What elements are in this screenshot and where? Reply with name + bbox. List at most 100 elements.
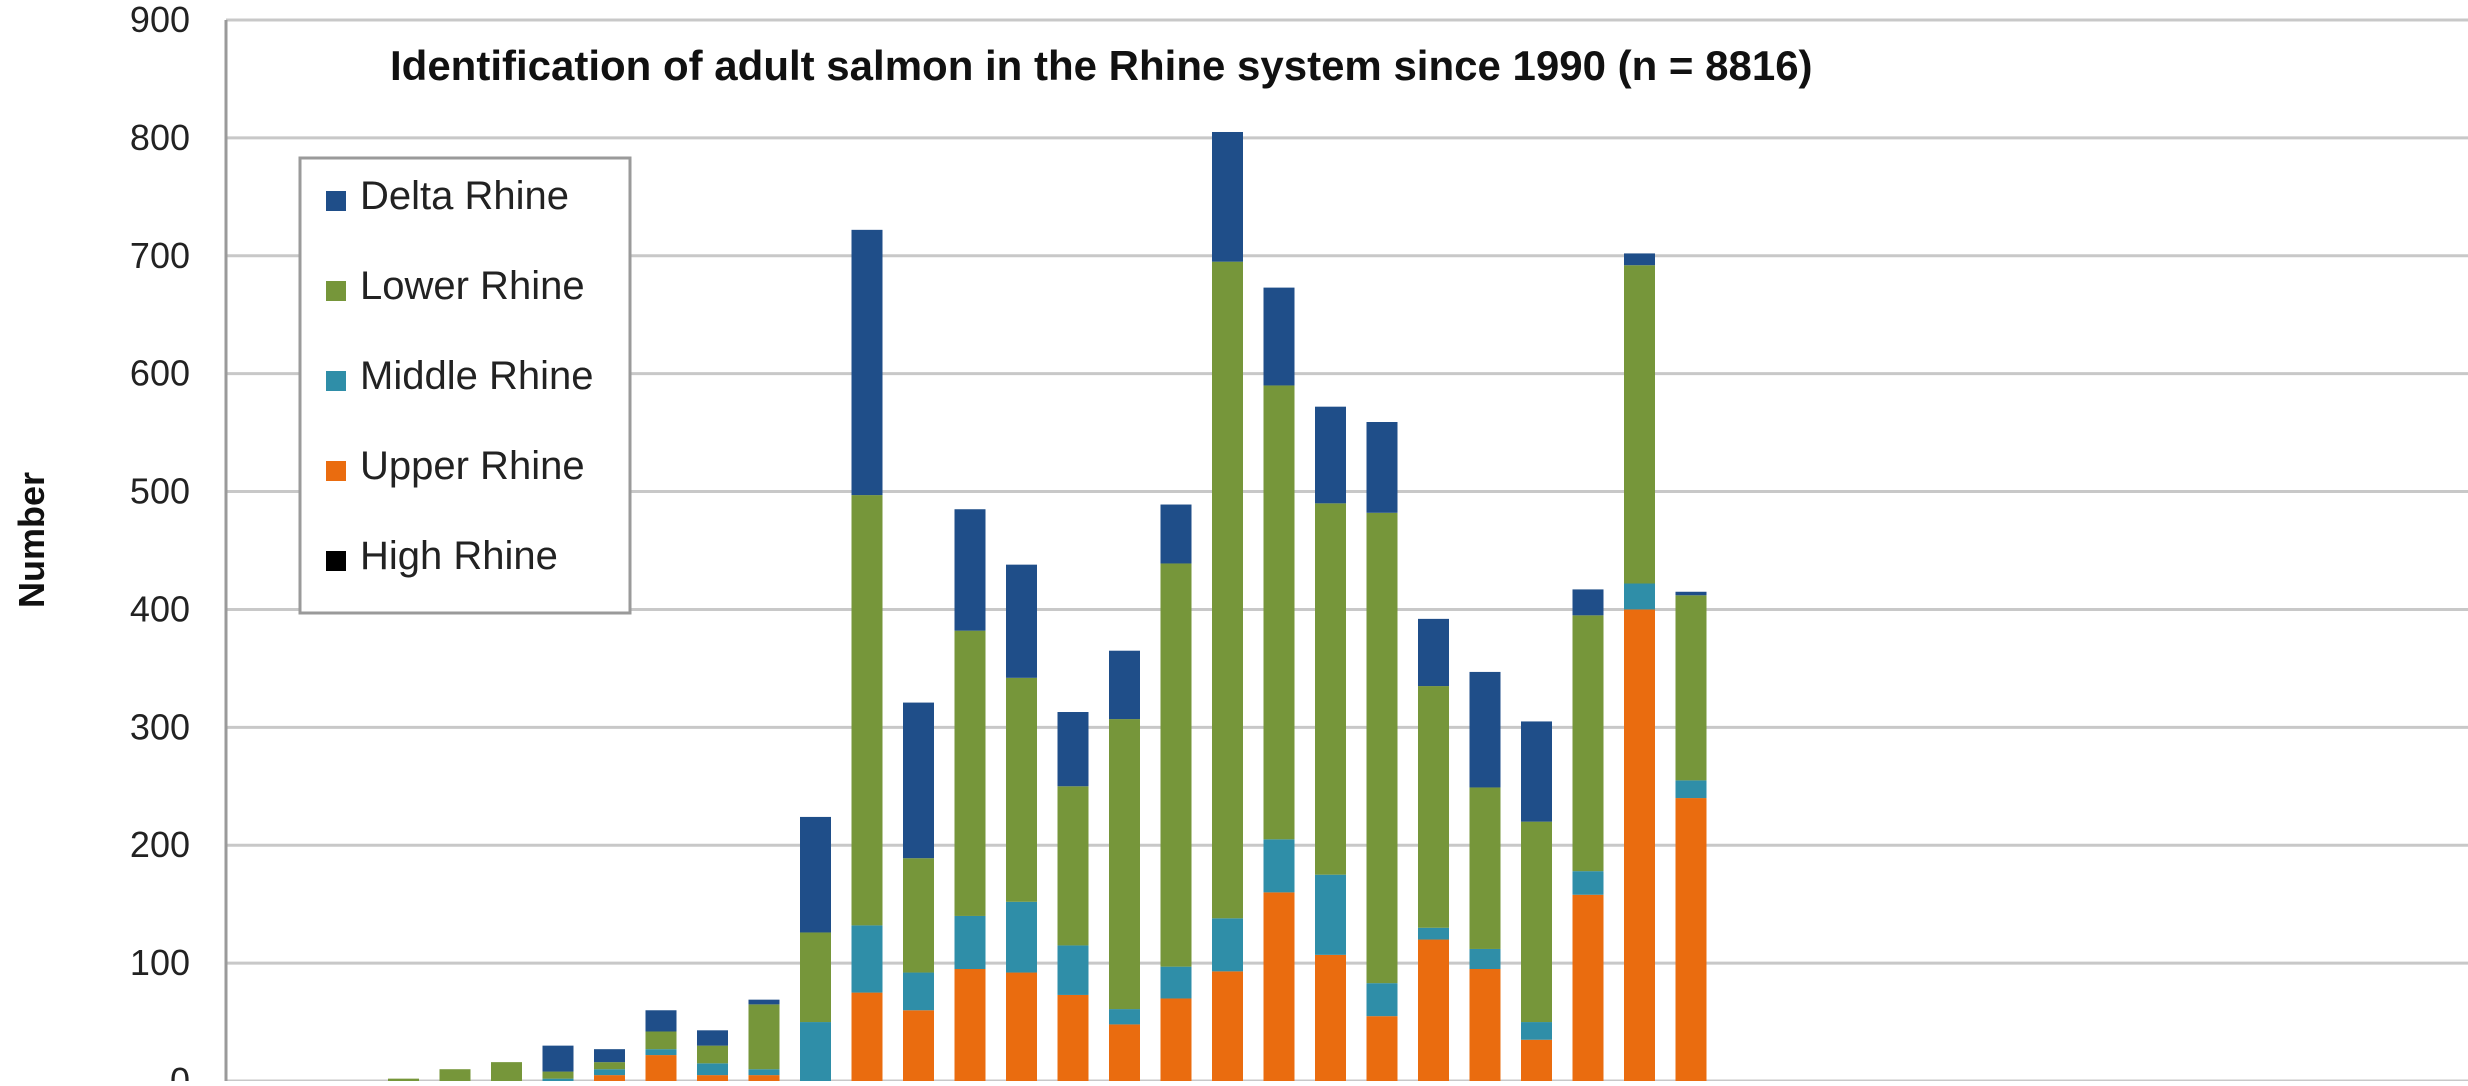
bar-segment-delta-rhine xyxy=(1366,422,1398,513)
y-tick-label: 900 xyxy=(130,0,190,40)
bar-segment-lower-rhine xyxy=(1366,512,1398,984)
y-tick-label: 400 xyxy=(130,588,190,629)
bar-segment-middle-rhine xyxy=(851,925,883,993)
y-tick-label: 0 xyxy=(170,1060,190,1081)
bar-segment-delta-rhine xyxy=(1521,721,1552,822)
bar-segment-middle-rhine xyxy=(1315,874,1346,955)
bar-segment-upper-rhine xyxy=(594,1075,625,1081)
bar-segment-lower-rhine xyxy=(903,858,934,973)
bar-segment-upper-rhine xyxy=(1006,972,1037,1081)
bar-segment-delta-rhine xyxy=(1057,712,1089,787)
bar-segment-lower-rhine xyxy=(800,932,831,1023)
bar-segment-middle-rhine xyxy=(800,1022,831,1081)
bar-segment-lower-rhine xyxy=(439,1069,471,1081)
bar-segment-upper-rhine xyxy=(1418,939,1449,1081)
bar-segment-middle-rhine xyxy=(903,972,934,1011)
bar-segment-lower-rhine xyxy=(851,495,883,926)
bar-segment-upper-rhine xyxy=(1675,798,1707,1081)
bar-segment-upper-rhine xyxy=(1624,609,1655,1081)
bar-segment-lower-rhine xyxy=(1006,677,1037,902)
bar-segment-middle-rhine xyxy=(1263,839,1295,893)
legend-label: High Rhine xyxy=(360,534,558,578)
legend-swatch xyxy=(326,551,346,571)
y-axis-label: Number xyxy=(11,472,52,608)
bar-segment-middle-rhine xyxy=(1675,780,1707,799)
bar-segment-lower-rhine xyxy=(1624,265,1655,584)
bar-segment-delta-rhine xyxy=(1109,650,1140,720)
bar-segment-middle-rhine xyxy=(1572,871,1604,895)
y-tick-label: 300 xyxy=(130,706,190,747)
y-tick-label: 800 xyxy=(130,117,190,158)
bar-segment-middle-rhine xyxy=(1418,927,1449,940)
bar-segment-upper-rhine xyxy=(903,1010,934,1081)
bar-segment-lower-rhine xyxy=(594,1062,625,1070)
bars xyxy=(388,131,1707,1081)
bar-segment-delta-rhine xyxy=(542,1045,574,1072)
bar-segment-upper-rhine xyxy=(1521,1039,1552,1081)
bar-segment-delta-rhine xyxy=(1315,406,1346,504)
bar-segment-upper-rhine xyxy=(851,992,883,1081)
bar-segment-lower-rhine xyxy=(1263,385,1295,840)
bar-segment-delta-rhine xyxy=(1418,618,1449,687)
bar-segment-delta-rhine xyxy=(697,1030,728,1046)
bar-segment-delta-rhine xyxy=(748,999,780,1005)
bar-segment-upper-rhine xyxy=(1469,969,1501,1081)
bar-segment-middle-rhine xyxy=(1366,983,1398,1017)
y-tick-labels: 0 100 200 300 400 500 600 700 800 900 xyxy=(130,0,190,1086)
bar-segment-lower-rhine xyxy=(1469,787,1501,949)
bar-segment-middle-rhine xyxy=(1160,966,1192,999)
bar-segment-delta-rhine xyxy=(1160,504,1192,564)
bar-segment-lower-rhine xyxy=(697,1045,728,1064)
bar-segment-upper-rhine xyxy=(1160,998,1192,1081)
bar-segment-lower-rhine xyxy=(954,630,986,916)
legend-label: Delta Rhine xyxy=(360,174,569,218)
bar-segment-delta-rhine xyxy=(1675,591,1707,596)
bar-segment-delta-rhine xyxy=(1624,253,1655,266)
legend: Delta Rhine Lower Rhine Middle Rhine Upper … xyxy=(298,156,632,615)
bar-segment-lower-rhine xyxy=(1212,261,1243,919)
bar-segment-lower-rhine xyxy=(542,1071,574,1079)
bar-segment-upper-rhine xyxy=(1366,1016,1398,1081)
y-tick-label: 600 xyxy=(130,353,190,394)
bar-segment-delta-rhine xyxy=(800,816,831,933)
legend-swatch xyxy=(326,371,346,391)
bar-segment-delta-rhine xyxy=(903,702,934,859)
bar-segment-upper-rhine xyxy=(1263,892,1295,1081)
bar-segment-middle-rhine xyxy=(697,1063,728,1076)
bar-segment-lower-rhine xyxy=(748,1004,780,1070)
bar-segment-lower-rhine xyxy=(491,1062,522,1081)
bar-segment-upper-rhine xyxy=(1109,1024,1140,1081)
bar-segment-lower-rhine xyxy=(1418,686,1449,928)
bar-segment-lower-rhine xyxy=(645,1031,677,1050)
bar-segment-lower-rhine xyxy=(1109,719,1140,1010)
bar-segment-upper-rhine xyxy=(645,1055,677,1081)
bar-segment-upper-rhine xyxy=(954,969,986,1081)
chart-title: Identification of adult salmon in the Rh… xyxy=(390,42,1813,89)
legend-swatch xyxy=(326,281,346,301)
bar-segment-middle-rhine xyxy=(1624,583,1655,610)
bar-segment-delta-rhine xyxy=(1263,287,1295,386)
bar-segment-middle-rhine xyxy=(1469,948,1501,970)
bar-segment-upper-rhine xyxy=(748,1075,780,1081)
bar-segment-upper-rhine xyxy=(1212,971,1243,1081)
legend-box xyxy=(298,156,632,615)
bar-segment-upper-rhine xyxy=(1315,954,1346,1081)
bar-segment-lower-rhine xyxy=(1160,563,1192,967)
bar-segment-lower-rhine xyxy=(1521,821,1552,1023)
bar-segment-middle-rhine xyxy=(542,1078,574,1081)
bar-segment-middle-rhine xyxy=(645,1049,677,1056)
bar-segment-middle-rhine xyxy=(1521,1022,1552,1040)
legend-items: Delta Rhine Lower Rhine Middle Rhine Upper … xyxy=(326,174,593,578)
bar-segment-middle-rhine xyxy=(1212,918,1243,972)
bar-segment-delta-rhine xyxy=(645,1010,677,1032)
bar-segment-lower-rhine xyxy=(1572,615,1604,872)
y-tick-label: 200 xyxy=(130,824,190,865)
y-tick-label: 500 xyxy=(130,471,190,512)
y-tick-label: 700 xyxy=(130,235,190,276)
bar-segment-delta-rhine xyxy=(594,1049,625,1063)
bar-segment-middle-rhine xyxy=(748,1069,780,1076)
bar-segment-upper-rhine xyxy=(1572,894,1604,1081)
bar-segment-lower-rhine xyxy=(388,1078,419,1081)
bar-segment-upper-rhine xyxy=(1057,994,1089,1081)
